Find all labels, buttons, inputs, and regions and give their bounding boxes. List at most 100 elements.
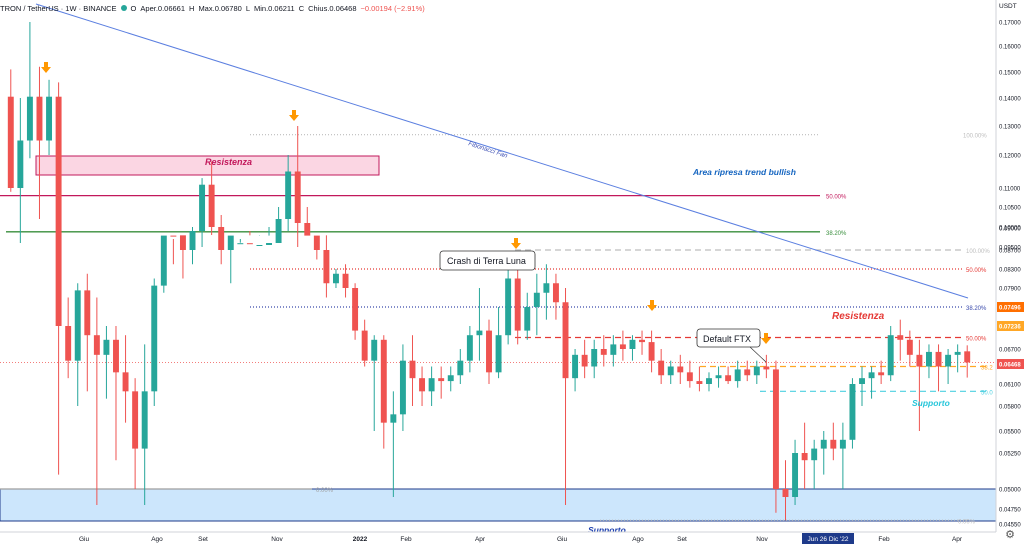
candle[interactable] (658, 349, 665, 384)
gear-icon[interactable]: ⚙ (1005, 529, 1015, 541)
candle[interactable] (514, 269, 521, 345)
candle[interactable] (543, 264, 550, 320)
candle[interactable] (830, 422, 837, 461)
candle[interactable] (266, 227, 272, 245)
candle[interactable] (428, 366, 435, 407)
candle[interactable] (916, 339, 923, 431)
candle[interactable] (466, 326, 473, 373)
candle[interactable] (725, 366, 732, 385)
candle[interactable] (763, 354, 770, 379)
candle[interactable] (113, 326, 119, 461)
candle[interactable] (65, 297, 72, 379)
candle[interactable] (304, 207, 311, 236)
candle[interactable] (132, 378, 139, 489)
candle[interactable] (552, 273, 559, 320)
candle[interactable] (179, 235, 186, 279)
candle[interactable] (246, 231, 253, 245)
fibonacci-fan-line[interactable] (35, 3, 969, 299)
candle[interactable] (74, 283, 81, 406)
candle[interactable] (801, 422, 808, 489)
candle[interactable] (419, 366, 426, 407)
candle[interactable] (218, 215, 225, 265)
candle[interactable] (648, 330, 655, 373)
candle[interactable] (486, 319, 492, 384)
candle[interactable] (495, 307, 502, 379)
candle[interactable] (55, 82, 62, 475)
candle[interactable] (581, 339, 588, 379)
candle[interactable] (438, 366, 445, 399)
candle[interactable] (935, 344, 942, 392)
candle[interactable] (696, 366, 703, 392)
resistance-zone[interactable] (35, 155, 380, 176)
candle[interactable] (476, 288, 483, 361)
candle[interactable] (342, 264, 349, 298)
candle[interactable] (868, 366, 875, 399)
time-axis[interactable] (0, 532, 996, 545)
candle[interactable] (323, 235, 330, 298)
candle[interactable] (409, 335, 416, 406)
candle[interactable] (639, 330, 645, 355)
candle[interactable] (505, 269, 512, 345)
candle[interactable] (782, 460, 789, 521)
candle[interactable] (160, 235, 167, 293)
candle[interactable] (457, 349, 464, 384)
candle[interactable] (371, 335, 378, 431)
candle[interactable] (103, 326, 110, 399)
candle[interactable] (715, 366, 722, 388)
candle[interactable] (199, 178, 206, 247)
candle[interactable] (897, 319, 904, 361)
candle[interactable] (686, 360, 693, 388)
candle[interactable] (122, 335, 129, 423)
candle[interactable] (849, 378, 856, 449)
candle[interactable] (945, 349, 952, 384)
candle[interactable] (380, 335, 387, 449)
candle[interactable] (772, 360, 779, 513)
candle[interactable] (706, 372, 712, 392)
candle[interactable] (237, 239, 244, 245)
price-axis[interactable] (996, 0, 1024, 545)
candle[interactable] (619, 330, 626, 361)
candle[interactable] (313, 235, 320, 260)
candle[interactable] (925, 344, 932, 379)
candle[interactable] (906, 330, 913, 367)
candle[interactable] (610, 335, 617, 367)
candle[interactable] (189, 227, 196, 265)
candle[interactable] (734, 360, 741, 388)
crash-terra-luna-callout[interactable] (439, 250, 536, 271)
candle[interactable] (954, 344, 961, 373)
candle[interactable] (792, 439, 799, 505)
candle[interactable] (878, 360, 885, 384)
candle[interactable] (141, 344, 148, 505)
candle[interactable] (524, 292, 531, 340)
candle[interactable] (26, 22, 33, 159)
candle[interactable] (93, 297, 100, 506)
candle[interactable] (256, 235, 263, 246)
candle[interactable] (17, 98, 24, 243)
candle[interactable] (629, 335, 636, 361)
candle[interactable] (84, 273, 91, 392)
candle[interactable] (46, 79, 53, 155)
symbol-label[interactable]: TRON / TetherUS · 1W · BINANCE (0, 3, 117, 13)
candle[interactable] (352, 283, 359, 340)
candle[interactable] (151, 278, 158, 407)
candle[interactable] (7, 69, 14, 192)
candle[interactable] (170, 235, 177, 265)
candle[interactable] (744, 360, 751, 382)
candle[interactable] (533, 273, 540, 336)
candle[interactable] (36, 66, 43, 219)
candle[interactable] (294, 126, 301, 247)
candle[interactable] (390, 391, 397, 497)
candle[interactable] (811, 439, 818, 489)
candle[interactable] (964, 345, 971, 378)
candle[interactable] (562, 288, 569, 505)
candle[interactable] (667, 360, 674, 384)
candle[interactable] (399, 344, 406, 431)
candle[interactable] (275, 207, 282, 243)
candle[interactable] (333, 269, 339, 288)
candle[interactable] (208, 161, 215, 235)
candle[interactable] (677, 354, 684, 384)
candle[interactable] (227, 235, 234, 284)
candle[interactable] (753, 360, 760, 384)
default-ftx-callout[interactable] (696, 328, 761, 348)
